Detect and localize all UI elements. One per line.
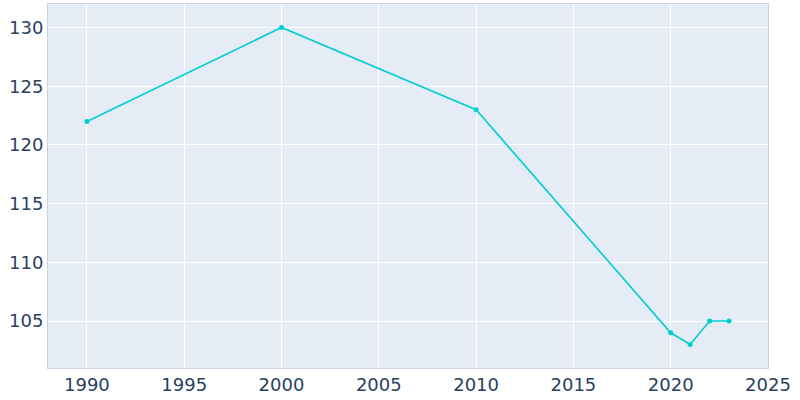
svg-text:2005: 2005 (356, 374, 402, 395)
svg-text:1995: 1995 (161, 374, 207, 395)
svg-text:130: 130 (9, 17, 43, 38)
svg-text:110: 110 (9, 252, 43, 273)
svg-text:115: 115 (9, 193, 43, 214)
svg-text:2020: 2020 (648, 374, 694, 395)
svg-text:2000: 2000 (259, 374, 305, 395)
svg-text:125: 125 (9, 75, 43, 96)
svg-text:1990: 1990 (64, 374, 110, 395)
svg-text:2025: 2025 (745, 374, 791, 395)
svg-text:105: 105 (9, 310, 43, 331)
svg-text:120: 120 (9, 134, 43, 155)
svg-text:2010: 2010 (453, 374, 499, 395)
svg-text:2015: 2015 (551, 374, 597, 395)
